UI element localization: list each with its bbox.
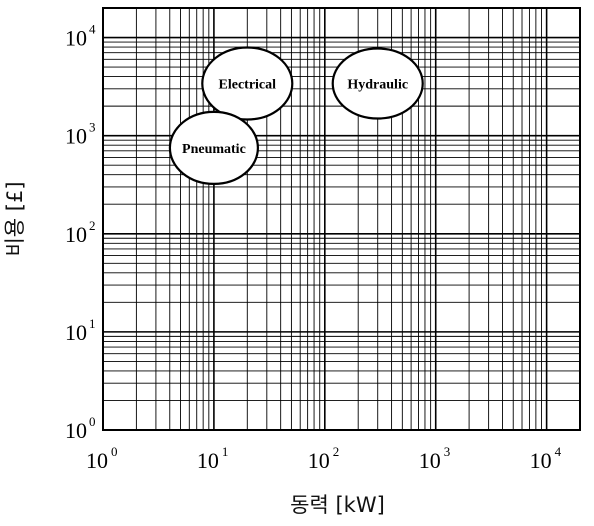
y-tick-base: 10 <box>65 124 87 149</box>
y-tick-base: 10 <box>65 26 87 51</box>
y-tick-exponent: 1 <box>89 316 96 331</box>
y-tick-label: 10 3 <box>65 120 96 149</box>
x-tick-base: 10 <box>419 448 441 473</box>
x-tick-base: 10 <box>197 448 219 473</box>
x-tick-exponent: 3 <box>444 444 451 459</box>
x-tick-label: 10 4 <box>530 444 562 473</box>
region-ellipse <box>168 110 260 186</box>
x-tick-label: 10 2 <box>308 444 340 473</box>
region-hydraulic: Hydraulic <box>331 47 424 120</box>
region-ellipse <box>331 47 424 120</box>
x-tick-label: 10 0 <box>86 444 118 473</box>
x-axis-title: 동력 [kW] <box>290 493 385 517</box>
region-label: Hydraulic <box>347 78 408 93</box>
y-tick-exponent: 0 <box>89 414 96 429</box>
x-tick-exponent: 4 <box>555 444 562 459</box>
x-tick-label: 10 3 <box>419 444 451 473</box>
y-tick-exponent: 2 <box>89 218 96 233</box>
regions: Electrical Hydraulic Pneumatic <box>168 46 424 186</box>
x-tick-base: 10 <box>308 448 330 473</box>
y-tick-base: 10 <box>65 418 87 443</box>
x-tick-exponent: 2 <box>333 444 340 459</box>
y-tick-base: 10 <box>65 320 87 345</box>
region-electrical: Electrical <box>201 46 294 121</box>
region-label: Pneumatic <box>182 142 246 157</box>
y-tick-label: 10 1 <box>65 316 96 345</box>
region-ellipse <box>201 46 294 121</box>
y-tick-exponent: 4 <box>89 22 96 37</box>
y-tick-label: 10 2 <box>65 218 96 247</box>
plot-frame <box>102 7 581 431</box>
y-tick-base: 10 <box>65 222 87 247</box>
x-tick-base: 10 <box>86 448 108 473</box>
x-tick-label: 10 1 <box>197 444 229 473</box>
x-tick-exponent: 0 <box>111 444 118 459</box>
y-axis-title: 비용 [£] <box>3 181 27 256</box>
region-label: Electrical <box>219 78 277 93</box>
x-axis-ticks: 10 0 10 1 10 2 10 3 10 4 <box>86 444 562 473</box>
region-pneumatic: Pneumatic <box>168 110 260 186</box>
y-tick-exponent: 3 <box>89 120 96 135</box>
x-tick-exponent: 1 <box>222 444 229 459</box>
y-tick-label: 10 0 <box>65 414 96 443</box>
y-tick-label: 10 4 <box>65 22 96 51</box>
x-tick-base: 10 <box>530 448 552 473</box>
